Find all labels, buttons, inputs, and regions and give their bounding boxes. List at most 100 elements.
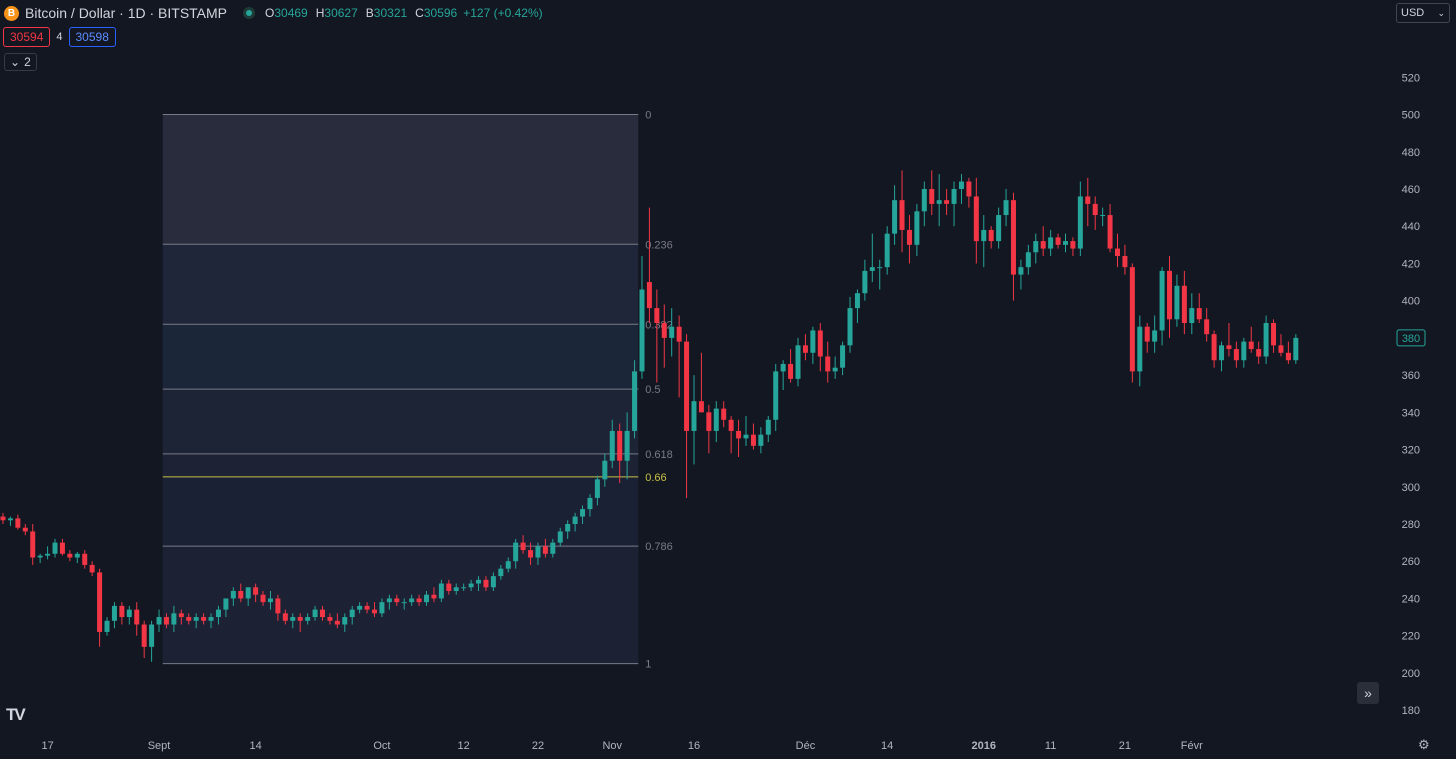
sell-price-button[interactable]: 30594 (3, 27, 51, 47)
settings-gear-icon[interactable]: ⚙ (1418, 737, 1430, 752)
candle-body (1129, 267, 1135, 372)
candle-body (416, 598, 422, 603)
candle (1159, 267, 1165, 346)
candle (476, 576, 482, 591)
candle-body (364, 605, 370, 610)
candle-body (899, 200, 905, 230)
candle-body (840, 345, 846, 368)
candle (594, 475, 600, 506)
candle-body (312, 609, 318, 618)
fib-zone-1 (162, 244, 639, 325)
candle-body (572, 516, 578, 524)
candle (981, 215, 987, 268)
change-value: +127 (+0.42%) (463, 6, 543, 20)
candle-body (609, 430, 615, 461)
candle-body (483, 579, 489, 588)
symbol-title[interactable]: Bitcoin / Dollar · 1D · BITSTAMP (25, 5, 228, 21)
fib-level-label-7: 1 (645, 659, 651, 671)
currency-select[interactable]: USD ⌄ (1396, 3, 1450, 23)
candle (45, 546, 51, 560)
candle-body (201, 617, 207, 621)
candle (1010, 192, 1016, 301)
candle-body (966, 181, 972, 197)
candle-body (245, 587, 251, 599)
candle-body (1226, 345, 1232, 350)
candle (520, 535, 526, 554)
candle (74, 551, 80, 564)
candle (253, 583, 259, 603)
time-tick-label: 12 (458, 740, 470, 752)
candle (1189, 293, 1195, 335)
candle (773, 363, 779, 431)
candle-body (788, 363, 794, 379)
candle (416, 594, 422, 606)
candle-body (327, 617, 333, 621)
candle-body (1174, 285, 1180, 320)
last-price-badge (1396, 329, 1426, 347)
candle-body (646, 282, 652, 309)
candle (267, 591, 273, 610)
price-axis[interactable]: 180 200 220 240 260 280 300 320 340 360 380 400 420 4… (1396, 72, 1426, 717)
candle (996, 207, 1002, 249)
candle-body (602, 460, 608, 480)
candle (1248, 326, 1254, 353)
candle (1196, 293, 1202, 323)
candle-body (1100, 215, 1106, 217)
time-tick-label: Sept (148, 740, 171, 752)
time-tick-label: Nov (602, 740, 622, 752)
candle (944, 189, 950, 216)
candle-body (958, 181, 964, 189)
candle (646, 207, 652, 323)
price-tick-label: 240 (1402, 593, 1420, 605)
candle (1092, 196, 1098, 230)
candle-body (825, 356, 831, 372)
candle-body (728, 419, 734, 431)
candle (587, 494, 593, 517)
candle (951, 181, 957, 227)
candle-body (535, 546, 541, 558)
candle (921, 181, 927, 227)
candle-body (736, 430, 742, 439)
candle-body (461, 587, 467, 589)
candle-body (1010, 200, 1016, 275)
candle (201, 613, 207, 625)
time-tick-label: 14 (249, 740, 261, 752)
high-key: H (315, 6, 325, 20)
candle (186, 613, 192, 625)
candle (334, 613, 340, 629)
candle-body (505, 561, 511, 569)
candle-body (1211, 334, 1217, 361)
symbol-header[interactable]: B Bitcoin / Dollar · 1D · BITSTAMP O3046… (4, 3, 543, 23)
candle-body (372, 609, 377, 614)
buy-price-button[interactable]: 30598 (68, 27, 116, 47)
candle (1233, 341, 1239, 368)
candle (869, 233, 875, 283)
candle (1174, 274, 1180, 327)
candle-body (869, 267, 875, 271)
tradingview-logo-icon[interactable]: TV (6, 705, 26, 724)
indicators-count: 2 (24, 55, 31, 69)
candle (862, 259, 868, 301)
candle-body (862, 270, 868, 294)
candle (654, 289, 660, 383)
scroll-to-realtime-button[interactable]: » (1357, 682, 1379, 704)
candle (802, 334, 808, 361)
indicators-toggle-button[interactable]: ⌄ 2 (4, 53, 37, 71)
candle-body (1189, 308, 1195, 323)
time-axis[interactable]: 17 Sept 14 Oct 12 22 Nov 16 Déc 14 2016 11 21 Févr (41, 740, 1203, 752)
candle (97, 568, 103, 647)
candle-body (1293, 337, 1299, 361)
candle-body (743, 434, 749, 439)
candle (892, 185, 898, 245)
candle (1181, 270, 1187, 335)
candle-body (684, 341, 690, 431)
candle (498, 564, 504, 580)
candle-body (654, 308, 660, 323)
price-tick-label: 320 (1402, 445, 1420, 457)
candle (67, 550, 73, 562)
candle (215, 605, 221, 625)
candle-body (929, 189, 935, 204)
candle-body (223, 598, 229, 610)
